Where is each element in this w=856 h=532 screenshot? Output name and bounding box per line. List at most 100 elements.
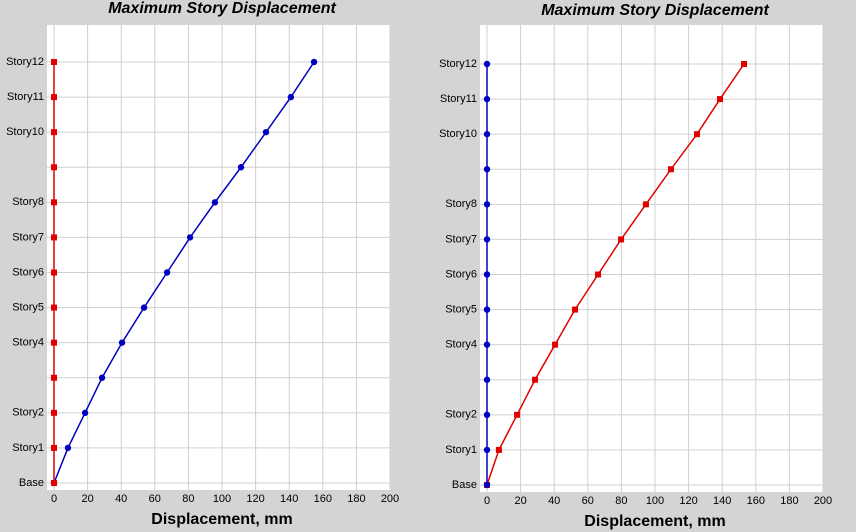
data-point — [118, 339, 126, 346]
y-tick-label: Story1 — [445, 444, 477, 456]
x-tick-label: 80 — [615, 495, 627, 507]
data-point — [483, 481, 491, 489]
data-point — [51, 234, 57, 241]
y-tick-label: Story8 — [12, 196, 44, 208]
data-point — [514, 411, 521, 418]
x-tick-label: 180 — [780, 495, 798, 507]
y-tick-label: Story12 — [439, 58, 477, 70]
data-point — [51, 339, 57, 346]
data-point — [618, 236, 625, 243]
data-point — [98, 374, 106, 381]
y-tick-label: Story5 — [12, 301, 44, 313]
data-point — [717, 96, 724, 103]
x-tick-label: 20 — [514, 495, 526, 507]
x-tick-label: 120 — [246, 493, 264, 505]
data-point — [51, 444, 57, 451]
data-point — [211, 199, 219, 206]
plot-area — [47, 25, 390, 490]
y-tick-label: Story12 — [6, 56, 44, 68]
data-point — [483, 60, 491, 68]
data-point — [51, 480, 57, 486]
y-tick-label: Story10 — [6, 126, 44, 138]
data-point — [483, 236, 491, 243]
x-tick-label: 40 — [115, 493, 127, 505]
data-point — [51, 269, 57, 276]
data-point — [51, 409, 57, 416]
data-point — [572, 306, 579, 313]
chart-title: Maximum Story Displacement — [108, 0, 336, 17]
x-tick-label: 60 — [149, 493, 161, 505]
data-point — [51, 94, 57, 101]
data-point — [310, 58, 318, 66]
y-tick-label: Story4 — [445, 339, 477, 351]
x-tick-label: 20 — [81, 493, 93, 505]
data-point — [237, 164, 245, 171]
data-point — [483, 306, 491, 313]
data-point — [51, 374, 57, 381]
data-point — [51, 59, 57, 65]
y-tick-label: Story11 — [7, 91, 44, 103]
x-tick-label: 100 — [213, 493, 231, 505]
data-point — [667, 166, 674, 173]
data-point — [483, 376, 491, 383]
y-tick-label: Story5 — [445, 303, 477, 315]
x-axis-label: Displacement, mm — [584, 513, 725, 530]
data-point — [483, 446, 491, 454]
data-point — [483, 341, 491, 348]
y-tick-label: Story2 — [445, 409, 477, 421]
data-point — [495, 446, 502, 453]
x-tick-label: 100 — [646, 495, 664, 507]
data-point — [595, 271, 602, 278]
data-point — [186, 234, 194, 241]
data-point — [552, 341, 559, 348]
x-tick-label: 200 — [381, 493, 399, 505]
y-tick-label: Story4 — [12, 337, 44, 349]
chart: Maximum Story Displacement Displacement, … — [6, 0, 399, 528]
x-tick-label: 160 — [314, 493, 332, 505]
y-tick-label: Base — [452, 479, 477, 491]
data-point — [642, 201, 649, 208]
y-tick-label: Story10 — [439, 128, 477, 140]
data-point — [81, 409, 89, 417]
data-point — [262, 128, 270, 136]
data-point — [287, 93, 295, 101]
x-tick-label: 120 — [679, 495, 697, 507]
x-tick-label: 80 — [182, 493, 194, 505]
data-point — [694, 131, 700, 138]
data-point — [483, 166, 491, 173]
x-tick-label: 160 — [747, 495, 765, 507]
y-tick-label: Story11 — [440, 93, 477, 105]
y-tick-label: Story1 — [12, 442, 44, 454]
data-point — [483, 411, 491, 419]
x-tick-label: 200 — [814, 495, 832, 507]
plot-area — [480, 25, 823, 492]
y-tick-label: Story2 — [12, 407, 44, 419]
data-point — [51, 199, 57, 206]
data-point — [51, 129, 57, 136]
data-point — [532, 376, 539, 383]
x-axis-label: Displacement, mm — [151, 511, 292, 528]
data-point — [483, 271, 491, 278]
x-tick-label: 40 — [548, 495, 560, 507]
y-tick-label: Base — [19, 477, 44, 489]
y-tick-label: Story6 — [12, 266, 44, 278]
data-point — [140, 304, 148, 311]
x-tick-label: 0 — [51, 493, 57, 505]
y-tick-label: Story8 — [445, 198, 477, 210]
data-point — [51, 304, 57, 311]
y-tick-label: Story6 — [445, 268, 477, 280]
y-tick-label: Story7 — [12, 231, 44, 243]
x-tick-label: 60 — [582, 495, 594, 507]
data-point — [483, 95, 491, 103]
x-tick-label: 140 — [713, 495, 731, 507]
x-tick-label: 180 — [347, 493, 365, 505]
chart: Maximum Story Displacement Displacement, … — [439, 2, 832, 530]
data-point — [741, 61, 748, 67]
x-tick-label: 0 — [484, 495, 490, 507]
y-tick-label: Story7 — [445, 233, 477, 245]
data-point — [483, 130, 491, 138]
chart-title: Maximum Story Displacement — [541, 2, 769, 19]
data-point — [51, 164, 57, 171]
data-point — [483, 201, 491, 208]
